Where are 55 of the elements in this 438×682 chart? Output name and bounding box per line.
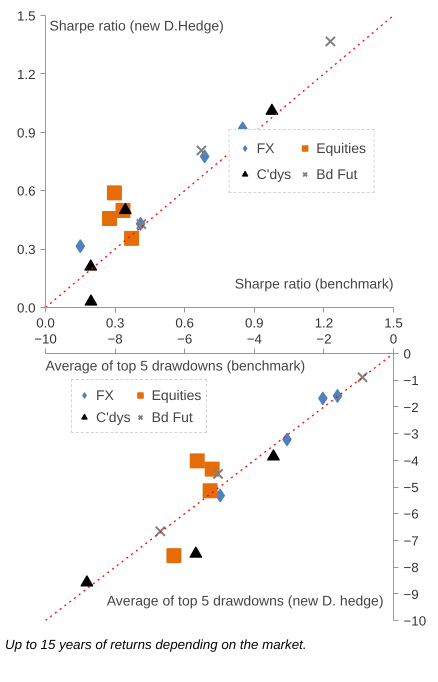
point	[266, 449, 280, 461]
y-axis-title: Sharpe ratio (new D.Hedge)	[50, 18, 224, 34]
x-tick-label: 0	[390, 332, 398, 346]
y-tick-label: 0.0	[16, 300, 36, 316]
x-tick-label: −4	[246, 332, 262, 346]
y-tick-label: −2	[404, 400, 419, 415]
legend-label: Bd Fut	[152, 409, 193, 425]
y-tick-label: −1	[404, 373, 419, 388]
point	[75, 239, 86, 254]
point	[324, 36, 336, 47]
x-tick-label: 1.2	[314, 316, 334, 330]
legend-label: C'dys	[96, 409, 131, 425]
y-tick-label: −8	[404, 560, 419, 576]
y-tick-label: 0.9	[16, 125, 36, 140]
legend-label: C'dys	[256, 166, 292, 182]
y-tick-label: −9	[404, 586, 419, 602]
x-tick-label: 1.5	[384, 316, 403, 330]
point	[154, 526, 166, 537]
point	[106, 185, 122, 200]
y-tick-label: −7	[404, 533, 419, 548]
y-tick-label: −10	[404, 614, 426, 628]
x-tick-label: −10	[34, 332, 57, 346]
y-tick-label: 1.2	[16, 66, 36, 82]
y-tick-label: 0	[404, 346, 411, 362]
x-tick-label: −6	[177, 332, 192, 346]
point	[124, 230, 140, 246]
legend-label: Equities	[316, 140, 366, 156]
legend-label: Bd Fut	[316, 166, 358, 182]
point	[215, 488, 226, 503]
point	[356, 372, 368, 383]
text: Up to 15 years of returns depending on the market.	[5, 636, 307, 654]
point	[190, 453, 205, 468]
point	[166, 548, 182, 564]
legend-label: Equities	[152, 387, 202, 403]
point	[196, 144, 207, 156]
x-tick-label: 0.6	[175, 316, 194, 330]
y-tick-label: −5	[404, 480, 419, 495]
x-tick-label: 0.3	[106, 316, 124, 330]
legend-label: FX	[96, 387, 115, 403]
y-axis-title: Average of top 5 drawdowns (new D. hedge)	[106, 592, 384, 608]
y-tick-label: −3	[404, 426, 419, 442]
y-tick-label: 0.6	[16, 184, 36, 199]
x-tick-label: 0.9	[245, 316, 264, 330]
x-tick-label: −2	[316, 332, 332, 346]
x-tick-label: 0.0	[36, 316, 55, 330]
x-tick-label: −8	[108, 332, 123, 346]
y-tick-label: −4	[404, 453, 420, 468]
point	[102, 211, 118, 226]
y-tick-label: 0.3	[16, 242, 36, 258]
x-axis-title: Average of top 5 drawdowns (benchmark)	[46, 358, 306, 374]
y-tick-label: −6	[404, 506, 419, 522]
x-axis-title: Sharpe ratio (benchmark)	[234, 276, 394, 292]
legend-label: FX	[256, 140, 276, 156]
y-tick-label: 1.5	[16, 8, 36, 24]
point	[202, 483, 218, 498]
